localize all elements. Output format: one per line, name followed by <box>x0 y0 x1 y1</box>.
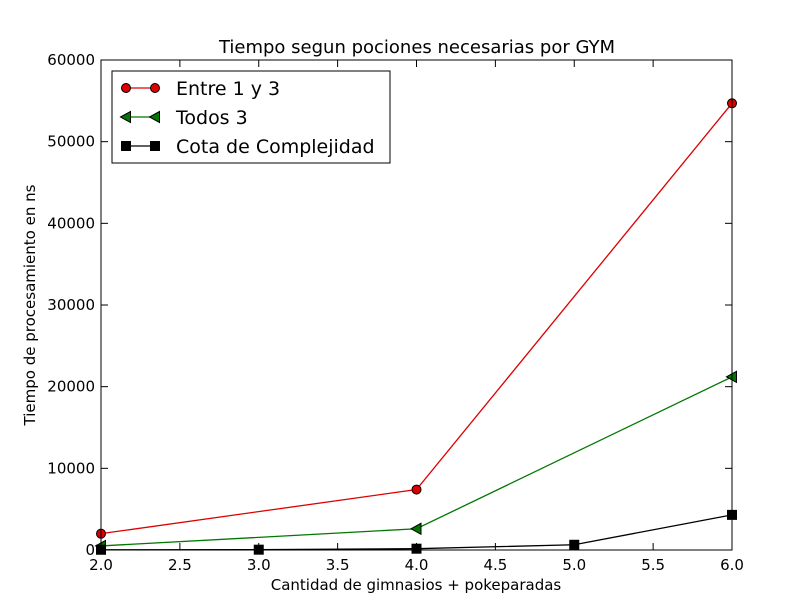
legend-marker <box>148 110 160 124</box>
y-tick-label: 20000 <box>47 378 95 396</box>
y-tick-label: 40000 <box>47 214 95 232</box>
y-tick-label: 0 <box>85 541 95 559</box>
legend-marker <box>121 141 131 151</box>
legend-entry: Todos 3 <box>119 107 248 129</box>
x-tick-label: 4.0 <box>405 556 429 574</box>
legend: Entre 1 y 3 Todos 3 Cota de Complejidad <box>111 70 391 164</box>
legend-marker <box>150 141 160 151</box>
y-tick-label: 10000 <box>47 459 95 477</box>
series-1 <box>94 370 737 553</box>
legend-marker <box>150 83 160 93</box>
legend-label: Todos 3 <box>175 107 248 129</box>
x-tick-label: 5.0 <box>562 556 586 574</box>
x-tick-label: 6.0 <box>720 556 744 574</box>
y-tick-label: 60000 <box>47 51 95 69</box>
x-tick-label: 5.5 <box>641 556 665 574</box>
data-point <box>409 522 422 536</box>
data-point <box>411 484 422 495</box>
x-axis-title: Cantidad de gimnasios + pokeparadas <box>271 576 562 594</box>
data-point <box>411 543 422 554</box>
legend-label: Cota de Complejidad <box>176 136 375 158</box>
x-tick-label: 3.0 <box>247 556 271 574</box>
legend-marker <box>121 83 131 93</box>
x-tick-label: 3.5 <box>326 556 350 574</box>
x-tick-label: 2.0 <box>89 556 113 574</box>
y-axis-title: Tiempo de procesamiento en ns <box>21 184 39 426</box>
chart-title: Tiempo segun pociones necesarias por GYM <box>218 37 615 58</box>
legend-label: Entre 1 y 3 <box>176 78 280 100</box>
x-tick-label: 4.5 <box>483 556 507 574</box>
series-0 <box>96 98 737 539</box>
data-point <box>569 539 580 550</box>
series-layer <box>94 98 737 555</box>
legend-entry: Entre 1 y 3 <box>121 78 280 100</box>
plot-frame <box>100 59 733 551</box>
legend-marker <box>119 110 131 124</box>
y-tick-label: 30000 <box>47 296 95 314</box>
axis-ticks: 2.0 2.5 3.0 3.5 4.0 4.5 5.0 5.5 6.0 0 10000 20000 30… <box>47 51 744 574</box>
series-line <box>100 102 733 535</box>
x-tick-label: 2.5 <box>168 556 192 574</box>
legend-entry: Cota de Complejidad <box>121 136 375 158</box>
y-tick-label: 50000 <box>47 133 95 151</box>
